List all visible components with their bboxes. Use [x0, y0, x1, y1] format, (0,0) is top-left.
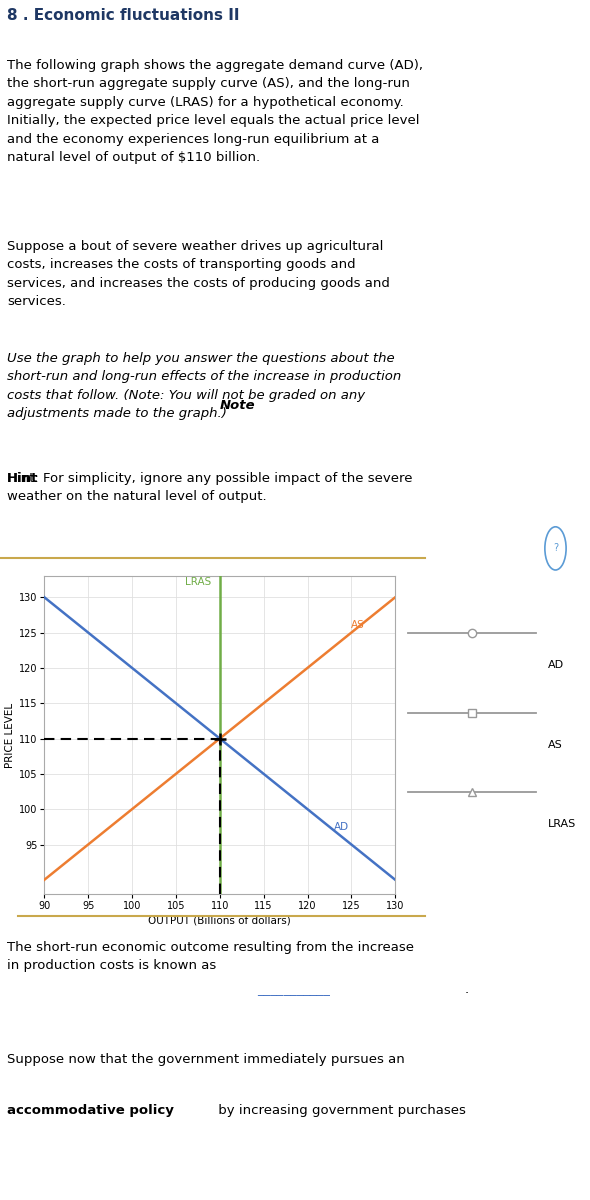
Text: The short-run economic outcome resulting from the increase
in production costs i: The short-run economic outcome resulting…	[7, 941, 414, 972]
Text: Suppose now that the government immediately pursues an: Suppose now that the government immediat…	[7, 1054, 405, 1067]
Text: Suppose a bout of severe weather drives up agricultural
costs, increases the cos: Suppose a bout of severe weather drives …	[7, 240, 390, 308]
Text: Use the graph to help you answer the questions about the
short-run and long-run : Use the graph to help you answer the que…	[7, 352, 401, 420]
Text: .: .	[465, 983, 469, 996]
Text: AS: AS	[548, 739, 563, 750]
Text: The following graph shows the aggregate demand curve (AD),
the short-run aggrega: The following graph shows the aggregate …	[7, 59, 423, 164]
Text: Hint: Hint	[7, 472, 38, 485]
Text: AD: AD	[334, 822, 349, 832]
Text: ?: ?	[553, 544, 558, 553]
Text: AD: AD	[548, 660, 564, 670]
Text: LRAS: LRAS	[185, 576, 211, 587]
Text: 8 . Economic fluctuations II: 8 . Economic fluctuations II	[7, 8, 240, 23]
Text: Hint: For simplicity, ignore any possible impact of the severe
weather on the na: Hint: For simplicity, ignore any possibl…	[7, 472, 412, 503]
Y-axis label: PRICE LEVEL: PRICE LEVEL	[5, 702, 15, 768]
Text: ___________: ___________	[257, 983, 330, 996]
Text: accommodative policy: accommodative policy	[7, 1104, 174, 1117]
Text: by increasing government purchases: by increasing government purchases	[214, 1104, 466, 1117]
X-axis label: OUTPUT (Billions of dollars): OUTPUT (Billions of dollars)	[149, 916, 291, 925]
Text: AS: AS	[352, 620, 365, 630]
Text: Note: Note	[220, 398, 255, 412]
Text: LRAS: LRAS	[548, 820, 576, 829]
